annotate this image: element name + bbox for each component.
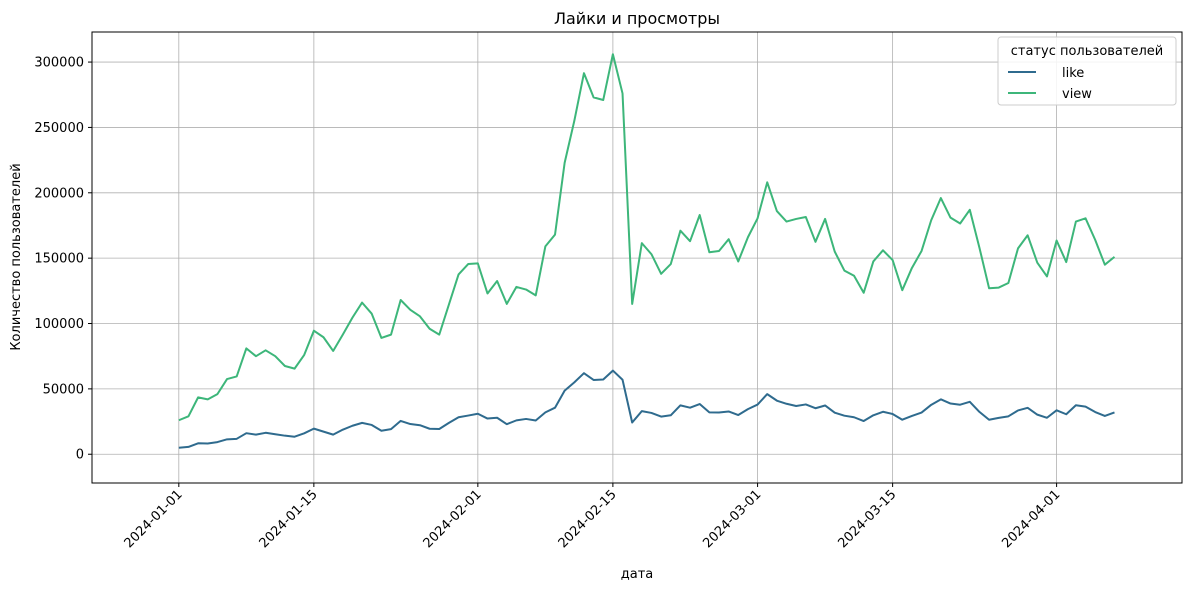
x-tick-label: 2024-03-01 [700,487,764,551]
grid [92,32,1182,483]
chart-title: Лайки и просмотры [554,9,720,28]
series-lines [178,53,1116,449]
plot-area-frame [91,31,1183,484]
series-line-like [178,369,1115,449]
x-tick-label: 2024-01-01 [122,487,186,551]
y-tick-label: 300000 [34,56,84,71]
x-tick-label: 2024-04-01 [999,487,1063,551]
x-tick-label: 2024-03-15 [835,487,899,551]
y-tick-label: 50000 [43,382,84,397]
y-axis: 0 50000 100000 150000 200000 250000 300000 [34,56,92,463]
legend-title: статус пользователей [1011,44,1163,59]
x-axis: 2024-01-01 2024-01-15 2024-02-01 2024-02-15… [122,483,1063,551]
y-tick-label: 200000 [34,186,84,201]
y-axis-label: Количество пользователей [9,163,24,350]
y-tick-label: 100000 [34,317,84,332]
x-tick-label: 2024-02-15 [556,487,620,551]
x-tick-label: 2024-02-01 [421,487,485,551]
legend-box [997,36,1177,106]
legend-label-view: view [1062,87,1092,102]
y-tick-label: 0 [76,448,84,463]
y-tick-label: 150000 [34,252,84,267]
series-line-view [178,53,1116,422]
x-tick-label: 2024-01-15 [257,487,321,551]
legend-label-like: like [1062,66,1084,81]
x-axis-label: дата [621,567,654,582]
legend: статус пользователей like view [997,36,1177,106]
y-tick-label: 250000 [34,121,84,136]
